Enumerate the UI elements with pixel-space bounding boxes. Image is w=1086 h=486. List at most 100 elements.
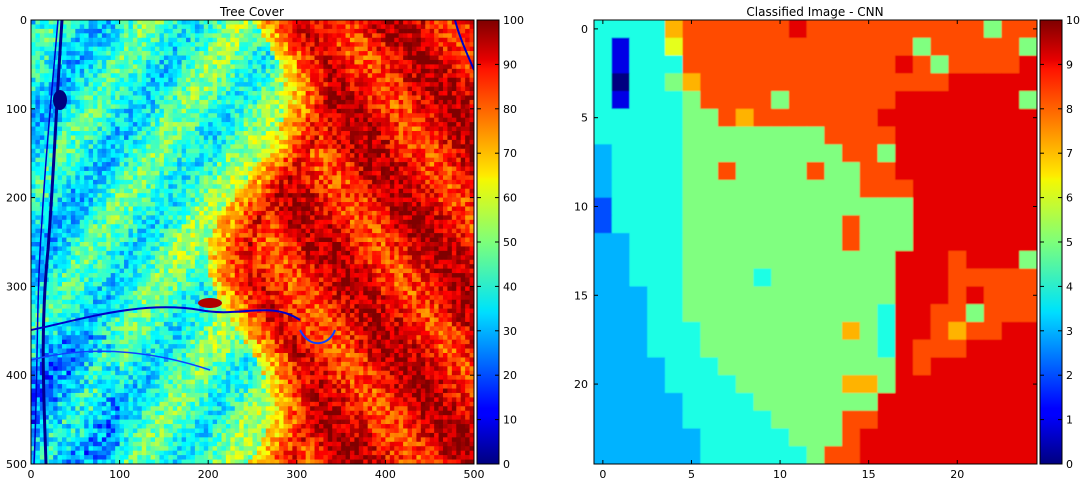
cnn-cell (842, 55, 861, 74)
cnn-cell (966, 339, 985, 358)
cnn-cell (700, 197, 719, 216)
cnn-cell (753, 108, 772, 128)
cnn-cell (824, 392, 843, 412)
cnn-cell (771, 410, 790, 429)
cnn-colorbar-tick-label: 1 (1066, 414, 1073, 427)
cnn-cell (983, 126, 1003, 145)
cnn-cell (859, 197, 879, 216)
cnn-cell (753, 215, 772, 234)
cnn-cell (788, 144, 808, 163)
cnn-cell (1019, 321, 1037, 341)
cnn-cell (771, 126, 790, 145)
cnn-cell (594, 233, 613, 252)
cnn-cell (966, 179, 985, 199)
tree-cover-colorbar-tick-label: 40 (503, 280, 517, 293)
cnn-cell (594, 162, 613, 181)
cnn-cell (948, 197, 967, 216)
cnn-cell (753, 250, 772, 270)
cnn-cell (930, 162, 949, 181)
cnn-cell (842, 144, 861, 163)
cnn-cell (771, 108, 790, 128)
cnn-cell (611, 37, 630, 57)
cnn-cell (824, 375, 843, 394)
cnn-cell (930, 197, 949, 216)
cnn-cell (647, 268, 666, 287)
cnn-cell (842, 179, 861, 199)
cnn-cell (1019, 446, 1037, 464)
cnn-cell (948, 375, 967, 394)
cnn-cell (1001, 321, 1020, 341)
cnn-cell (1001, 144, 1020, 163)
cnn-cell (700, 268, 719, 287)
tree-cover-xtick-label: 0 (28, 468, 35, 481)
tree-cover-ytick-label: 0 (20, 14, 27, 27)
cnn-cell (824, 162, 843, 181)
cnn-cell (966, 126, 985, 145)
cnn-cell (718, 126, 737, 145)
cnn-cell (700, 162, 719, 181)
cnn-cell (611, 162, 630, 181)
cnn-cell (824, 304, 843, 323)
cnn-cell (629, 304, 648, 323)
cnn-cell (806, 197, 825, 216)
cnn-cell (735, 392, 754, 412)
cnn-cell (647, 233, 666, 252)
cnn-cell (718, 446, 737, 464)
cnn-cell (753, 197, 772, 216)
cnn-cell (1001, 215, 1020, 234)
cnn-cell (788, 375, 808, 394)
tree-cover-xtick-label: 100 (109, 468, 130, 481)
cnn-cell (966, 233, 985, 252)
cnn-cell (912, 215, 932, 234)
cnn-cell (735, 321, 754, 341)
cnn-cell (788, 91, 808, 110)
cnn-cell (983, 357, 1003, 376)
cnn-cell (735, 446, 754, 464)
cnn-cell (735, 215, 754, 234)
cnn-cell (647, 144, 666, 163)
cnn-colorbar-tick-label: 6 (1066, 192, 1073, 205)
cnn-cell (682, 321, 701, 341)
cnn-cell (948, 215, 967, 234)
cnn-cell (788, 428, 808, 447)
cnn-cell (966, 357, 985, 376)
cnn-cell (842, 321, 861, 341)
cnn-cell (859, 286, 879, 305)
cnn-cell (930, 215, 949, 234)
cnn-cell (948, 339, 967, 358)
cnn-cell (611, 268, 630, 287)
cnn-cell (682, 126, 701, 145)
cnn-cell (930, 392, 949, 412)
cnn-cell (912, 233, 932, 252)
cnn-cell (718, 304, 737, 323)
cnn-cell (895, 304, 914, 323)
cnn-cell (842, 108, 861, 128)
cnn-cell (735, 37, 754, 57)
cnn-cell (735, 357, 754, 376)
cnn-cell (912, 410, 932, 429)
cnn-cell (983, 162, 1003, 181)
cnn-cell (700, 392, 719, 412)
cnn-cell (788, 73, 808, 92)
cnn-cell (718, 91, 737, 110)
cnn-cell (594, 375, 613, 394)
cnn-cell (842, 357, 861, 376)
cnn-cell (983, 179, 1003, 199)
cnn-cell (842, 215, 861, 234)
cnn-cell (912, 37, 932, 57)
cnn-cell (700, 179, 719, 199)
cnn-cell (594, 286, 613, 305)
cnn-cell (966, 392, 985, 412)
cnn-cell (966, 55, 985, 74)
tree-cover-colorbar-tick-label: 90 (503, 58, 517, 71)
cnn-cell (735, 375, 754, 394)
cnn-cell (718, 286, 737, 305)
cnn-cell (877, 179, 896, 199)
cnn-cell (629, 215, 648, 234)
cnn-cell (682, 375, 701, 394)
cnn-cell (824, 91, 843, 110)
cnn-cell (771, 197, 790, 216)
cnn-xtick-label: 5 (688, 468, 695, 481)
cnn-cell (877, 268, 896, 287)
cnn-cell (983, 73, 1003, 92)
